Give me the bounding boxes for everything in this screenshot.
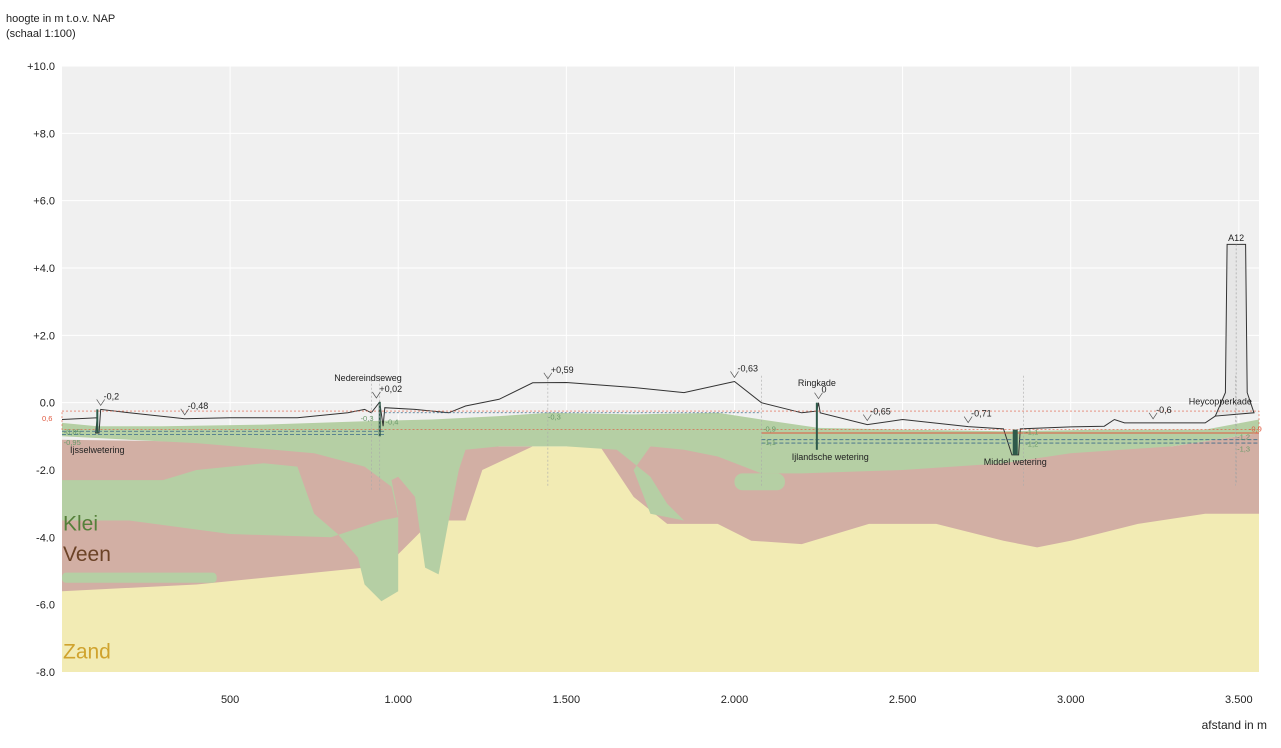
ground-surface-line [61, 380, 1216, 456]
surface-level-marker [963, 416, 973, 424]
a12-embankment [1214, 243, 1255, 417]
y-tick-label: +2.0 [33, 330, 55, 342]
surface-level-label: -0,48 [188, 401, 209, 411]
water-level-label: -0,4 [385, 418, 398, 427]
soil-klei-lens [62, 572, 217, 583]
x-tick-label: 1.000 [384, 694, 412, 706]
feature-label: Ringkade [798, 378, 836, 388]
feature-label: Ijlandsche wetering [792, 452, 869, 462]
surface-level-marker [814, 392, 823, 400]
soil-label-veen: Veen [63, 543, 111, 566]
y-tick-label: +10.0 [27, 61, 55, 73]
soil-klei-area [62, 412, 1259, 602]
surface-level-label: +0,59 [551, 365, 574, 375]
red-level-label: -0,9 [1249, 424, 1262, 433]
feature-label: A12 [1228, 233, 1244, 243]
red-reference-frame [61, 410, 1260, 430]
y-tick-label: +6.0 [33, 196, 55, 208]
y-axis-title: hoogte in m t.o.v. NAP (schaal 1:100) [6, 12, 115, 42]
surface-level-label: -0,65 [870, 407, 891, 417]
y-tick-label: -2.0 [36, 465, 55, 477]
x-tick-label: 1.500 [553, 694, 581, 706]
soil-label-klei: Klei [63, 513, 98, 536]
surface-level-label: -0,63 [737, 363, 758, 373]
water-level-label: -1,1 [1025, 428, 1038, 437]
feature-label: Middel wetering [984, 457, 1047, 467]
water-level-label: -0,9 [763, 424, 776, 433]
feature-label: Heycopperkade [1189, 396, 1252, 406]
red-level-label: 0,6 [42, 414, 52, 423]
y-tick-label: -6.0 [36, 600, 55, 612]
y-axis-title-line1: hoogte in m t.o.v. NAP [6, 13, 116, 25]
y-tick-label: 0.0 [40, 398, 55, 410]
y-tick-label: +8.0 [33, 128, 55, 140]
surface-level-marker [543, 372, 553, 380]
surface-level-label: 0 [822, 385, 827, 395]
x-tick-label: 2.000 [721, 694, 749, 706]
feature-label: Ijsselwetering [70, 445, 125, 455]
water-level-label: -1,1 [763, 438, 776, 447]
water-level-label: -0,3 [361, 414, 374, 423]
surface-level-label: +0,02 [379, 384, 402, 394]
water-level-label: -0,95 [64, 438, 81, 447]
x-tick-label: 500 [221, 694, 239, 706]
x-tick-label: 3.000 [1057, 694, 1085, 706]
surface-level-label: -0,71 [971, 409, 992, 419]
x-axis-unit-label: afstand in m [1201, 718, 1267, 732]
water-level-label: -1,2 [1237, 433, 1250, 442]
water-level-label: -1,3 [1237, 444, 1250, 453]
soil-klei-pocket [734, 473, 785, 491]
feature-label: Nedereindseweg [334, 373, 402, 383]
surface-level-label: -0,6 [1156, 405, 1172, 415]
surface-level-marker [1148, 412, 1158, 420]
surface-level-marker [730, 371, 739, 379]
surface-level-marker [372, 391, 381, 399]
water-level-label: -1,2 [1025, 439, 1038, 448]
y-tick-label: -8.0 [36, 667, 55, 679]
water-level-label: -0,85 [64, 428, 81, 437]
y-tick-label: +4.0 [33, 263, 55, 275]
y-axis-title-line2: (schaal 1:100) [6, 28, 76, 40]
surface-level-marker [180, 408, 190, 416]
x-tick-label: 2.500 [889, 694, 917, 706]
surface-level-marker [862, 414, 872, 422]
surface-level-marker [96, 399, 105, 407]
soil-label-zand: Zand [63, 641, 111, 664]
x-tick-label: 3.500 [1225, 694, 1253, 706]
water-level-label: -0,3 [548, 413, 561, 422]
y-tick-label: -4.0 [36, 532, 55, 544]
surface-level-label: -0,2 [104, 391, 120, 401]
